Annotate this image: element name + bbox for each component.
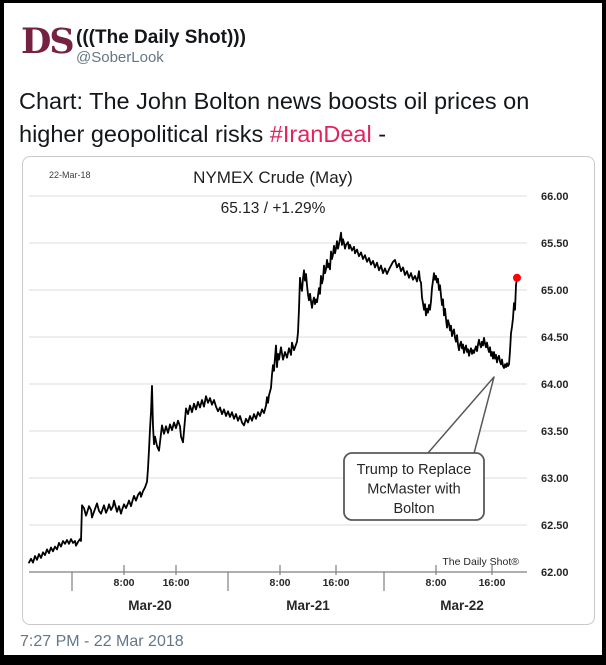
display-name: (((The Daily Shot))) (76, 27, 246, 48)
y-axis-label: 64.50 (541, 332, 569, 344)
hashtag-irandeal[interactable]: #IranDeal (269, 121, 372, 147)
callout-text-line: Bolton (393, 501, 434, 517)
tweet-text: Chart: The John Bolton news boosts oil p… (19, 85, 597, 151)
time-label: 8:00 (113, 577, 134, 589)
time-label: 16:00 (479, 577, 506, 589)
chart-image: 22-Mar-18 NYMEX Crude (May) 65.13 / +1.2… (22, 156, 595, 625)
tweet-timestamp: 7:27 PM - 22 Mar 2018 (20, 633, 184, 650)
y-axis-label: 65.50 (541, 238, 569, 250)
y-axis-label: 63.00 (541, 473, 569, 485)
day-label: Mar-22 (440, 598, 484, 613)
nymex-crude-chart: 22-Mar-18 NYMEX Crude (May) 65.13 / +1.2… (28, 168, 569, 613)
y-axis-label: 65.00 (541, 285, 569, 297)
time-label: 8:00 (425, 577, 446, 589)
day-label: Mar-21 (286, 598, 330, 613)
chart-watermark: The Daily Shot® (442, 556, 519, 568)
callout-text-line: McMaster with (367, 482, 460, 498)
time-label: 16:00 (323, 577, 350, 589)
callout-pointer (420, 376, 495, 462)
user-handle: @SoberLook (76, 49, 164, 66)
time-label: 16:00 (163, 577, 190, 589)
y-axis-label: 62.00 (541, 567, 569, 579)
y-axis-label: 64.00 (541, 379, 569, 391)
chart-date-label: 22-Mar-18 (49, 170, 91, 180)
y-axis-label: 62.50 (541, 520, 569, 532)
y-axis-label: 66.00 (541, 191, 569, 203)
last-price-marker (513, 273, 521, 282)
y-axis-label: 63.50 (541, 426, 569, 438)
daily-shot-logo: DS (21, 21, 75, 62)
time-label: 8:00 (269, 577, 290, 589)
callout-box (343, 452, 485, 521)
chart-last-price-label: 65.13 / +1.29% (221, 200, 326, 217)
tweet-text-before-hashtag: Chart: The John Bolton news boosts oil p… (19, 88, 530, 147)
tweet-text-after-hashtag: - (371, 121, 387, 147)
chart-title: NYMEX Crude (May) (193, 168, 353, 187)
callout-text-line: Trump to Replace (357, 462, 472, 478)
day-label: Mar-20 (128, 598, 172, 613)
price-line (28, 231, 518, 564)
